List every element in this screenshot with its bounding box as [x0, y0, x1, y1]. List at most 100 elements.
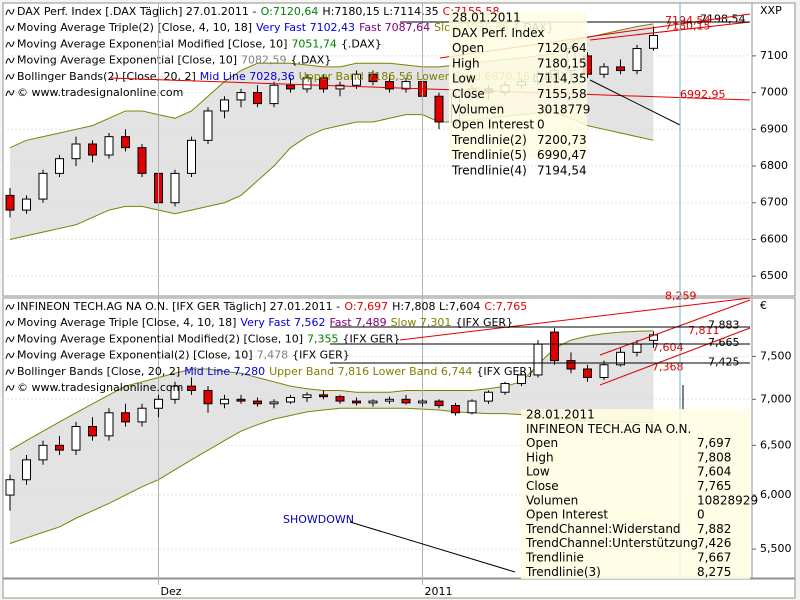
price-label: 8,259 — [665, 290, 697, 303]
legend-icon — [5, 41, 15, 48]
legend-icon — [5, 352, 15, 359]
legend-icon — [5, 303, 15, 311]
legend-part: Upper Band 7,816 Lower Band 6,744 — [269, 365, 472, 378]
candle-body — [385, 81, 394, 90]
tooltip-label: Volumen — [526, 493, 578, 507]
currency-label: XXP — [760, 4, 782, 17]
legend-part: Mid Line 7028,36 — [200, 70, 295, 83]
tooltip-value: 7194,54 — [537, 164, 587, 178]
price-label: 7,425 — [708, 356, 740, 369]
legend-part: {IFX GER} — [343, 332, 401, 345]
candle-body — [335, 396, 345, 402]
legend-icon — [5, 89, 15, 97]
tooltip-label: Trendlinie(4) — [451, 164, 527, 178]
tooltip-label: Open Interest — [526, 508, 608, 522]
candle-body — [302, 394, 312, 399]
candle-body — [401, 81, 411, 90]
tooltip-label: Trendlinie(2) — [451, 133, 527, 147]
trend-line — [589, 21, 751, 41]
tooltip-value: 7,765 — [697, 479, 731, 493]
legend-part: {IFX GER} — [455, 316, 513, 329]
candle-body — [220, 398, 229, 405]
candle-body — [352, 73, 361, 86]
tooltip-label: Low — [526, 465, 550, 479]
legend-line: Moving Average Exponential [Close, 10] 70… — [17, 54, 331, 67]
tooltip-value: 7,808 — [697, 450, 731, 464]
candle-body — [236, 398, 246, 402]
candle-body — [302, 77, 312, 90]
price-label: 7,604 — [652, 341, 684, 354]
legend-part: {IFX GER} — [292, 349, 350, 362]
legend-part: Fast 7,489 — [329, 316, 386, 329]
y-tick-label: 6500 — [760, 269, 788, 282]
legend-part: O:7120,64 — [261, 5, 319, 18]
tooltip-box — [449, 12, 587, 158]
candle-body — [467, 400, 477, 414]
tooltip-value: 7114,35 — [537, 72, 587, 86]
candle-body — [104, 136, 114, 156]
tooltip-label: Low — [452, 72, 476, 86]
y-tick-label: 5,500 — [760, 542, 792, 555]
y-tick-label: 6,000 — [760, 488, 792, 501]
legend-line: © www.tradesignalonline.com — [17, 86, 183, 99]
legend-icon — [5, 384, 15, 392]
y-tick-label: 6600 — [760, 232, 788, 245]
legend-icon — [5, 8, 15, 16]
legend-part: 7082,59 — [241, 54, 287, 67]
tooltip-value: 0 — [697, 508, 705, 522]
candle-body — [203, 389, 213, 405]
tooltip-label: TrendChannel:Widerstand — [525, 522, 681, 536]
legend-part: Fast 7087,64 — [359, 21, 430, 34]
candle-body — [88, 426, 97, 437]
legend-part: 7051,74 — [291, 37, 337, 50]
arrow-line — [589, 79, 681, 126]
candle-body — [137, 407, 147, 423]
x-tick-label: Dez — [161, 585, 182, 598]
candle-body — [38, 172, 48, 200]
tooltip-value: 7,697 — [697, 436, 731, 450]
tooltip-label: High — [526, 450, 554, 464]
trend-line — [599, 327, 751, 386]
candle-body — [104, 412, 114, 437]
tooltip-value: 8,275 — [697, 565, 731, 579]
price-label: 7180,15 — [665, 19, 711, 32]
candle-body — [121, 136, 130, 149]
candle-body — [368, 400, 378, 404]
tooltip-name: INFINEON TECH.AG NA O.N. — [526, 422, 691, 436]
candle-body — [286, 397, 295, 403]
tooltip-value: 3018779 — [537, 102, 590, 116]
price-label: 7,368 — [652, 360, 684, 373]
candle-body — [599, 66, 609, 75]
legend-icon — [5, 368, 15, 375]
candle-body — [253, 400, 262, 405]
tooltip-label: Open — [526, 436, 558, 450]
y-tick-label: 7100 — [760, 49, 788, 62]
candle-body — [319, 77, 328, 90]
legend-part: 7,478 — [257, 349, 289, 362]
legend-part: 7,355 — [307, 332, 339, 345]
candle-body — [22, 459, 31, 481]
tooltip-label: Trendlinie — [525, 551, 584, 565]
legend-icon — [5, 73, 15, 80]
candle-body — [22, 198, 31, 211]
candle-body — [286, 84, 295, 90]
layers: 6500660067006800690070007100XXP7198,5471… — [3, 3, 792, 598]
legend-line: INFINEON TECH.AG NA O.N. [IFX GER Täglic… — [17, 300, 527, 313]
legend-line: DAX Perf. Index [.DAX Täglich] 27.01.201… — [17, 5, 500, 18]
legend-part: © www.tradesignalonline.com — [17, 381, 183, 394]
legend-part: © www.tradesignalonline.com — [17, 86, 183, 99]
date-strip — [2, 578, 796, 599]
tooltip-label: Open — [452, 41, 484, 55]
legend-part: INFINEON TECH.AG NA O.N. [IFX GER Täglic… — [17, 300, 340, 313]
candle-body — [599, 364, 609, 379]
tooltip-box — [521, 409, 750, 579]
legend-part: Moving Average Exponential Modified [Clo… — [17, 37, 287, 50]
candle-body — [335, 84, 345, 90]
band-fill — [10, 330, 654, 544]
candle-body — [220, 99, 229, 112]
tooltip-label: Close — [526, 479, 559, 493]
candle-body — [154, 398, 163, 409]
tooltip-label: TrendChannel:Unterstützung — [525, 536, 698, 550]
legend-part: Very Fast 7,562 — [240, 316, 325, 329]
tooltip-value: 7,604 — [697, 465, 731, 479]
